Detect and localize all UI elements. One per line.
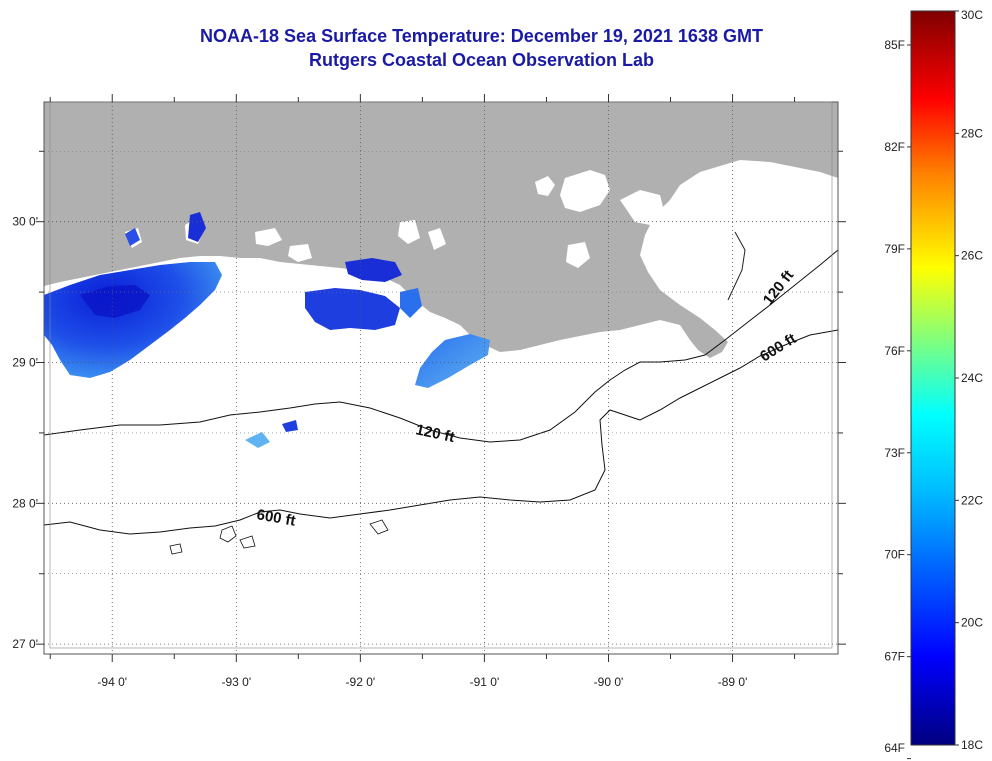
latitude-label: 27 0' xyxy=(12,637,38,651)
longitude-labels: -94 0' -93 0' -92 0' -91 0' -90 0' -89 0' xyxy=(97,675,747,689)
contour-island-1 xyxy=(219,525,237,543)
colorbar-celsius-labels: 30C 28C 26C 24C 22C 20C 18C xyxy=(955,8,983,752)
sst-patch-sabine xyxy=(188,212,206,242)
colorbar-label-f: 70F xyxy=(884,548,905,562)
longitude-label: -93 0' xyxy=(221,675,251,689)
map-inner-frame xyxy=(49,101,833,649)
latitude-label: 30 0' xyxy=(12,215,38,229)
map-content xyxy=(44,102,838,654)
colorbar-label-c: 22C xyxy=(961,493,983,507)
sst-patch-fragment-2 xyxy=(245,432,270,448)
contour-island-4 xyxy=(239,535,256,549)
longitude-label: -89 0' xyxy=(718,675,748,689)
colorbar-label-c: 20C xyxy=(961,616,983,630)
land-mass xyxy=(44,102,838,358)
latitude-labels: 30 0' 29 0' 28 0' 27 0' xyxy=(12,215,38,651)
lake-white xyxy=(288,244,312,262)
colorbar-label-c: 18C xyxy=(961,738,983,752)
contour-island-3 xyxy=(169,543,183,555)
colorbar xyxy=(910,10,956,746)
map-subtitle: Rutgers Coastal Ocean Observation Lab xyxy=(308,50,655,70)
contour-island-2 xyxy=(369,519,389,535)
sst-patch-east xyxy=(415,334,490,388)
contour-600ft xyxy=(44,329,838,535)
contour-label-600ft: 600 ft xyxy=(255,506,297,530)
map-title: NOAA-18 Sea Surface Temperature: Decembe… xyxy=(200,26,763,46)
longitude-label: -94 0' xyxy=(97,675,127,689)
sst-patch-fragment-1 xyxy=(400,288,422,318)
sst-patch-central xyxy=(305,288,400,330)
sst-patch-calcasieu xyxy=(345,258,402,282)
latitude-label: 29 0' xyxy=(12,356,38,370)
colorbar-label-f: 85F xyxy=(884,38,905,52)
colorbar-label-c: 28C xyxy=(961,126,983,140)
lake-maurepas xyxy=(535,176,555,196)
delta-marsh xyxy=(648,240,712,300)
colorbar-label-c: 30C xyxy=(961,8,983,22)
atchafalaya-bay xyxy=(398,220,420,244)
colorbar-label-f: 79F xyxy=(884,242,905,256)
colorbar-label-f: 76F xyxy=(884,344,905,358)
longitude-label: -90 0' xyxy=(594,675,624,689)
sst-patch-west xyxy=(44,262,222,378)
lake-salvador xyxy=(566,242,590,268)
sst-patch-fragment-3 xyxy=(282,420,298,432)
terrebonne-bay xyxy=(428,228,446,250)
graticule xyxy=(44,102,838,654)
lake-grand xyxy=(255,228,282,246)
longitude-label: -91 0' xyxy=(470,675,500,689)
longitude-label: -92 0' xyxy=(346,675,376,689)
colorbar-label-c: 24C xyxy=(961,371,983,385)
colorbar-label-f: 64F xyxy=(884,741,905,755)
lake-pontchartrain xyxy=(560,170,610,212)
sst-patch-west-dark xyxy=(80,285,150,318)
lake-borgne xyxy=(620,190,665,225)
colorbar-label-f: 73F xyxy=(884,446,905,460)
latitude-label: 28 0' xyxy=(12,496,38,510)
colorbar-label-f: 67F xyxy=(884,650,905,664)
colorbar-label-f: 82F xyxy=(884,140,905,154)
colorbar-label-c: 26C xyxy=(961,249,983,263)
axis-ticks xyxy=(36,94,846,662)
map-title-block: NOAA-18 Sea Surface Temperature: Decembe… xyxy=(44,24,919,72)
sst-patch-calc-lake xyxy=(125,228,140,246)
colorbar-fahrenheit-labels: 85F 82F 79F 76F 73F 70F 67F 64F xyxy=(884,38,911,760)
contour-120ft xyxy=(44,249,838,443)
